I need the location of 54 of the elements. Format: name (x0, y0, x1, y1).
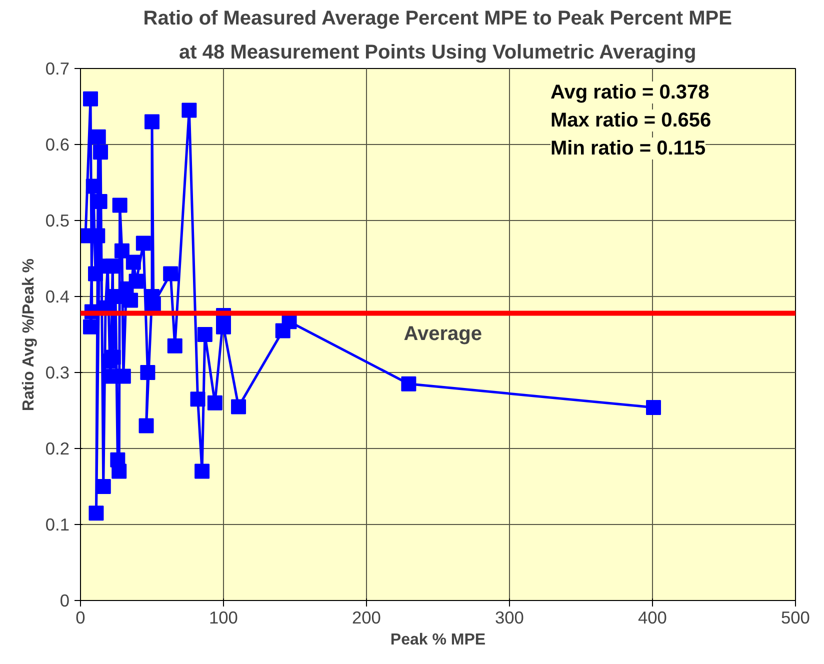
point (282, 314, 297, 330)
annotation: Avg ratio = 0.378 (550, 82, 710, 104)
y-tick-label: 0 (60, 590, 70, 610)
point (646, 400, 661, 415)
point (140, 365, 156, 380)
point (83, 319, 98, 334)
point (128, 274, 144, 289)
point (182, 102, 197, 118)
annotation: Max ratio = 0.656 (550, 110, 712, 132)
x-tick-label: 100 (209, 608, 238, 628)
x-tick-label: 200 (352, 608, 381, 628)
point (146, 296, 161, 312)
x-tick-label: 0 (76, 608, 86, 628)
point (163, 266, 178, 282)
point (106, 350, 121, 365)
point (194, 464, 210, 479)
point (167, 338, 182, 354)
point (190, 392, 206, 407)
point (144, 114, 160, 130)
y-tick-label: 0.7 (45, 58, 70, 78)
point (126, 254, 141, 270)
y-tick-label: 0.5 (45, 210, 70, 230)
y-tick-label: 0.6 (45, 134, 70, 154)
point (88, 266, 104, 282)
point (123, 292, 138, 308)
x-tick-label: 400 (638, 608, 667, 628)
point (207, 395, 222, 410)
point (231, 399, 246, 414)
point (401, 376, 416, 392)
x-tick-label: 300 (495, 608, 524, 628)
point (96, 479, 111, 494)
y-tick-label: 0.2 (45, 438, 70, 458)
point (197, 327, 212, 342)
y-axis-title: Ratio Avg %/Peak % (20, 258, 38, 412)
x-tick-label: 500 (781, 608, 810, 628)
point (138, 418, 154, 434)
ref-line-label: Average (404, 323, 482, 346)
point (112, 464, 127, 479)
y-tick-label: 0.4 (45, 286, 70, 306)
point (93, 144, 108, 160)
point (114, 243, 130, 258)
x-axis-title: Peak % MPE (390, 632, 486, 648)
point (136, 236, 151, 251)
point (83, 91, 98, 106)
annotation: Min ratio = 0.115 (550, 138, 706, 160)
point (105, 258, 120, 274)
point (112, 198, 128, 213)
chart-subtitle: at 48 Measurement Points Using Volumetric Averaging (179, 42, 696, 64)
chart-title: Ratio of Measured Average Percent MPE to Peak Percent MPE (143, 8, 732, 30)
point (116, 368, 131, 384)
y-tick-label: 0.1 (45, 514, 70, 534)
point (88, 506, 104, 521)
point (90, 129, 106, 144)
y-tick-label: 0.3 (45, 362, 70, 382)
